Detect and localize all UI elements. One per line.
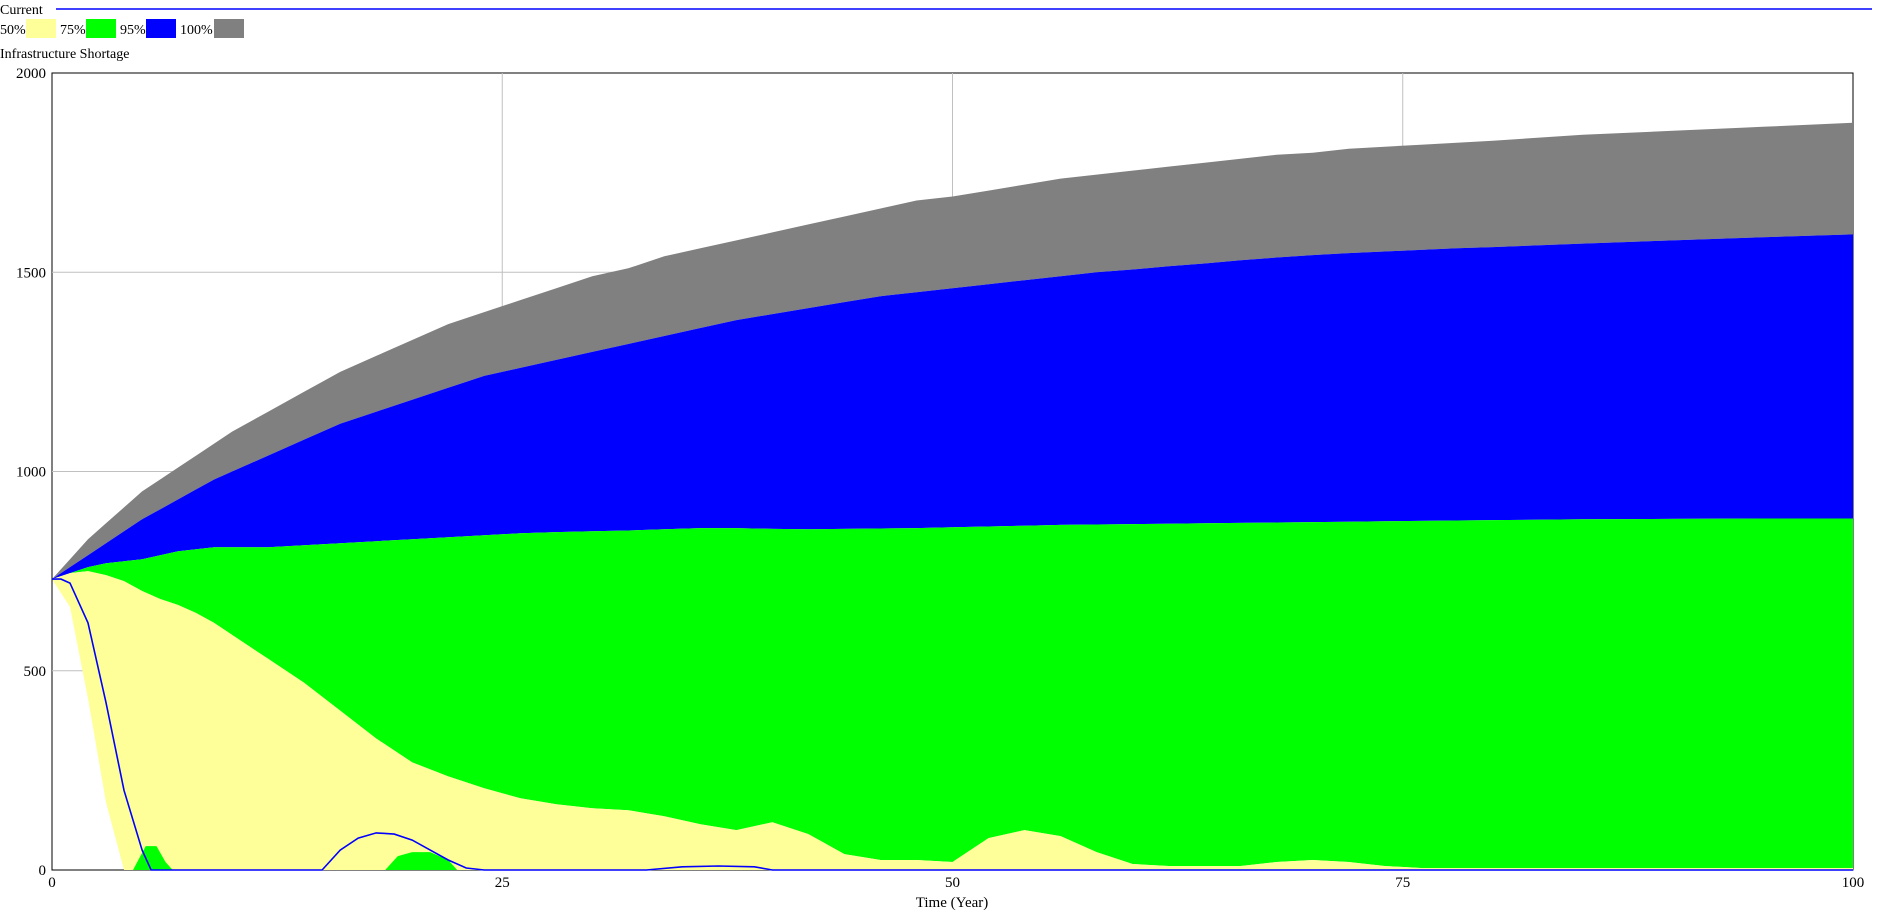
band-fill-segment — [385, 852, 458, 870]
x-axis-label: Time (Year) — [916, 895, 989, 911]
band-95pct — [52, 234, 1853, 580]
legend-label: 50% — [0, 23, 26, 38]
x-tick-label: 50 — [945, 875, 960, 891]
y-tick-label: 2000 — [16, 66, 46, 82]
legend-swatch — [26, 19, 56, 38]
x-tick-label: 75 — [1395, 875, 1410, 891]
legend-swatch — [214, 19, 244, 38]
plot-area: 0 500 1000 1500 2000 0 25 50 75 100 Time (Year) — [16, 66, 1864, 911]
band-50pct — [52, 571, 1853, 870]
variable-label: Infrastructure Shortage — [0, 47, 129, 62]
y-tick-label: 0 — [39, 863, 47, 879]
legend-label: 75% — [60, 23, 86, 38]
x-tick-label: 0 — [48, 875, 56, 891]
bands — [52, 122, 1853, 870]
dataset-label: Current — [0, 3, 43, 18]
y-tick-label: 1000 — [16, 465, 46, 481]
legend-swatch — [86, 19, 116, 38]
band-75pct — [52, 518, 1853, 868]
y-axis-ticks: 0 500 1000 1500 2000 — [16, 66, 46, 879]
series-lines — [52, 578, 1853, 871]
x-axis-ticks: 0 25 50 75 100 — [48, 875, 1864, 891]
x-tick-label: 25 — [495, 875, 510, 891]
legend: 50% 75% 95% 100% — [0, 19, 244, 38]
legend-swatch — [146, 19, 176, 38]
series-line — [52, 578, 1853, 871]
band-100pct — [52, 122, 1853, 580]
legend-label: 100% — [180, 23, 213, 38]
legend-label: 95% — [120, 23, 146, 38]
y-tick-label: 1500 — [16, 265, 46, 281]
x-tick-label: 100 — [1842, 875, 1865, 891]
y-tick-label: 500 — [24, 664, 47, 680]
